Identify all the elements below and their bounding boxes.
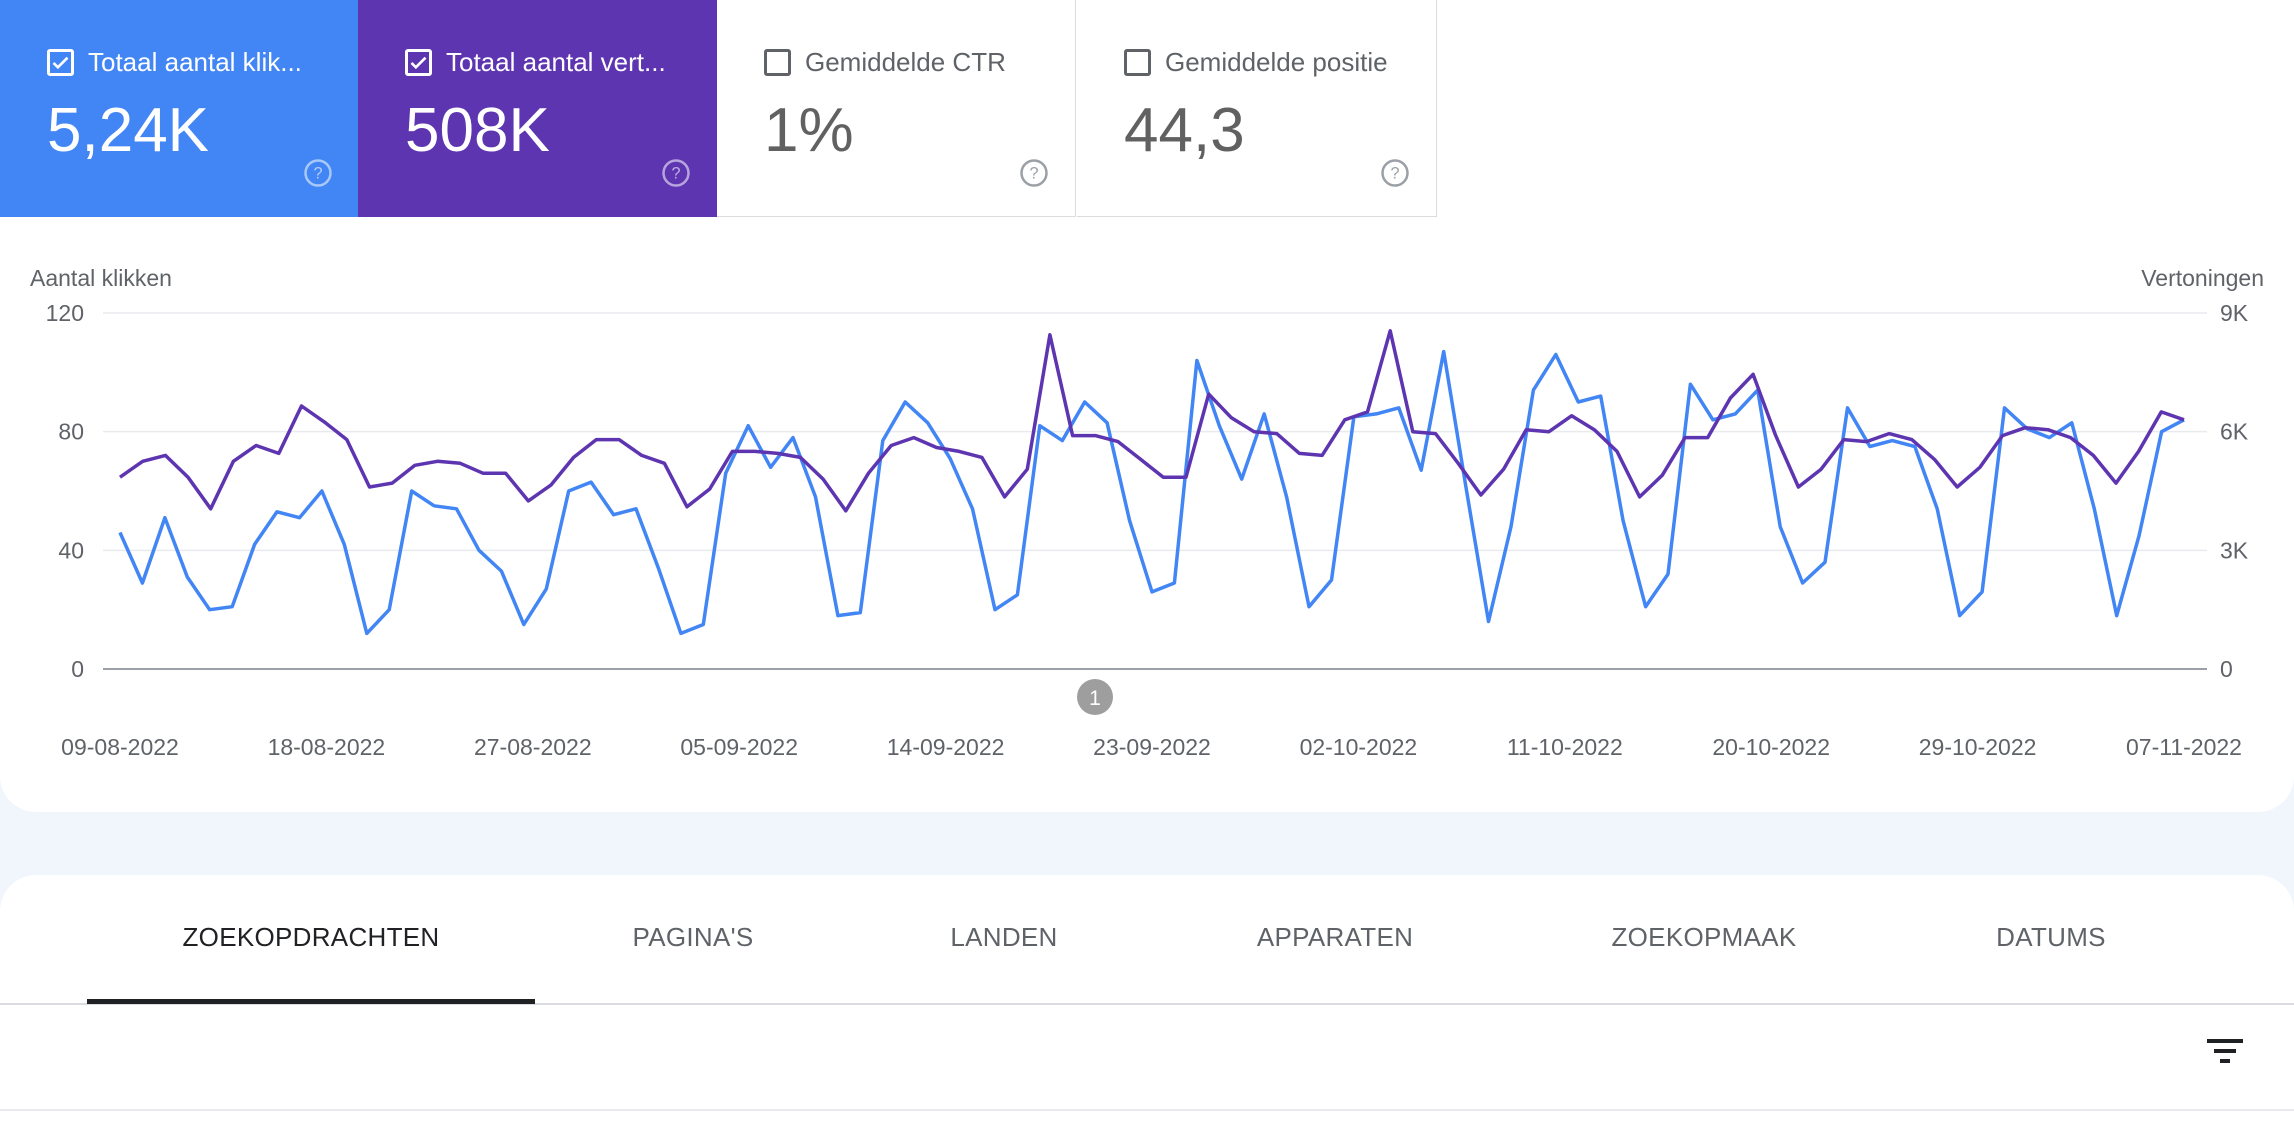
y-right-tick-label: 0 (2220, 656, 2233, 682)
checkbox-unchecked-icon[interactable] (764, 49, 791, 76)
x-tick-label: 14-09-2022 (887, 734, 1005, 760)
help-circle-icon[interactable]: ? (303, 158, 333, 188)
svg-text:?: ? (1029, 165, 1038, 183)
performance-card: Totaal aantal klik... 5,24K ? Totaal aan… (0, 0, 2294, 812)
metric-label: Gemiddelde CTR (805, 47, 1006, 77)
table-divider (0, 1109, 2294, 1111)
impressions-series-line (118, 329, 2185, 513)
x-tick-label: 18-08-2022 (268, 734, 386, 760)
metric-average-position[interactable]: Gemiddelde positie 44,3 ? (1077, 0, 1437, 217)
dimension-tabs: ZOEKOPDRACHTEN PAGINA'S LANDEN APPARATEN… (0, 875, 2294, 1005)
checkbox-checked-icon[interactable] (47, 49, 74, 76)
tab-queries[interactable]: ZOEKOPDRACHTEN (182, 922, 440, 952)
checkbox-checked-icon[interactable] (405, 49, 432, 76)
svg-text:?: ? (313, 165, 322, 183)
help-circle-icon[interactable]: ? (1019, 158, 1049, 188)
tab-pages[interactable]: PAGINA'S (632, 922, 754, 952)
metric-value: 5,24K (47, 96, 210, 165)
clicks-series-line (118, 349, 2185, 636)
annotation-marker (1077, 679, 1113, 715)
metric-total-impressions[interactable]: Totaal aantal vert... 508K ? (358, 0, 717, 217)
y-right-tick-label: 6K (2220, 419, 2249, 445)
help-circle-icon[interactable]: ? (661, 158, 691, 188)
metric-label: Totaal aantal vert... (446, 47, 666, 77)
metric-label: Gemiddelde positie (1165, 47, 1388, 77)
y-right-tick-label: 3K (2220, 537, 2249, 563)
svg-text:?: ? (1390, 165, 1399, 183)
y-left-tick-label: 40 (58, 537, 84, 563)
x-tick-label: 29-10-2022 (1919, 734, 2037, 760)
y-right-tick-label: 9K (2220, 300, 2249, 326)
metric-average-ctr[interactable]: Gemiddelde CTR 1% ? (717, 0, 1076, 217)
svg-text:?: ? (671, 165, 680, 183)
x-tick-label: 27-08-2022 (474, 734, 592, 760)
x-tick-label: 23-09-2022 (1093, 734, 1211, 760)
metric-total-clicks[interactable]: Totaal aantal klik... 5,24K ? (0, 0, 359, 217)
x-tick-label: 11-10-2022 (1507, 734, 1623, 760)
active-tab-indicator (87, 999, 535, 1004)
y-left-tick-label: 120 (46, 300, 84, 326)
annotation-label: 1 (1089, 687, 1101, 710)
y-axis-left-title: Aantal klikken (30, 265, 172, 291)
checkbox-unchecked-icon[interactable] (1124, 49, 1151, 76)
metric-value: 508K (405, 96, 550, 165)
tab-search-appearance[interactable]: ZOEKOPMAAK (1611, 922, 1797, 952)
tab-dates[interactable]: DATUMS (1996, 922, 2106, 952)
x-tick-label: 02-10-2022 (1300, 734, 1418, 760)
tab-countries[interactable]: LANDEN (950, 922, 1058, 952)
dimensions-card: ZOEKOPDRACHTEN PAGINA'S LANDEN APPARATEN… (0, 875, 2294, 1132)
y-left-tick-label: 0 (71, 656, 84, 682)
filter-icon[interactable] (2205, 1035, 2245, 1067)
y-left-tick-label: 80 (58, 419, 84, 445)
x-tick-label: 09-08-2022 (61, 734, 179, 760)
help-circle-icon[interactable]: ? (1380, 158, 1410, 188)
metric-label: Totaal aantal klik... (88, 47, 302, 77)
metric-value: 1% (764, 96, 854, 165)
x-tick-label: 07-11-2022 (2126, 734, 2242, 760)
performance-chart[interactable]: 120 9K 80 6K 40 3K 0 0 09-08-2022 18-08-2022 27-08… (0, 290, 2294, 770)
x-tick-label: 20-10-2022 (1712, 734, 1830, 760)
tab-devices[interactable]: APPARATEN (1256, 922, 1414, 952)
y-axis-right-title: Vertoningen (2141, 265, 2264, 291)
x-tick-label: 05-09-2022 (680, 734, 798, 760)
metric-value: 44,3 (1124, 96, 1245, 165)
